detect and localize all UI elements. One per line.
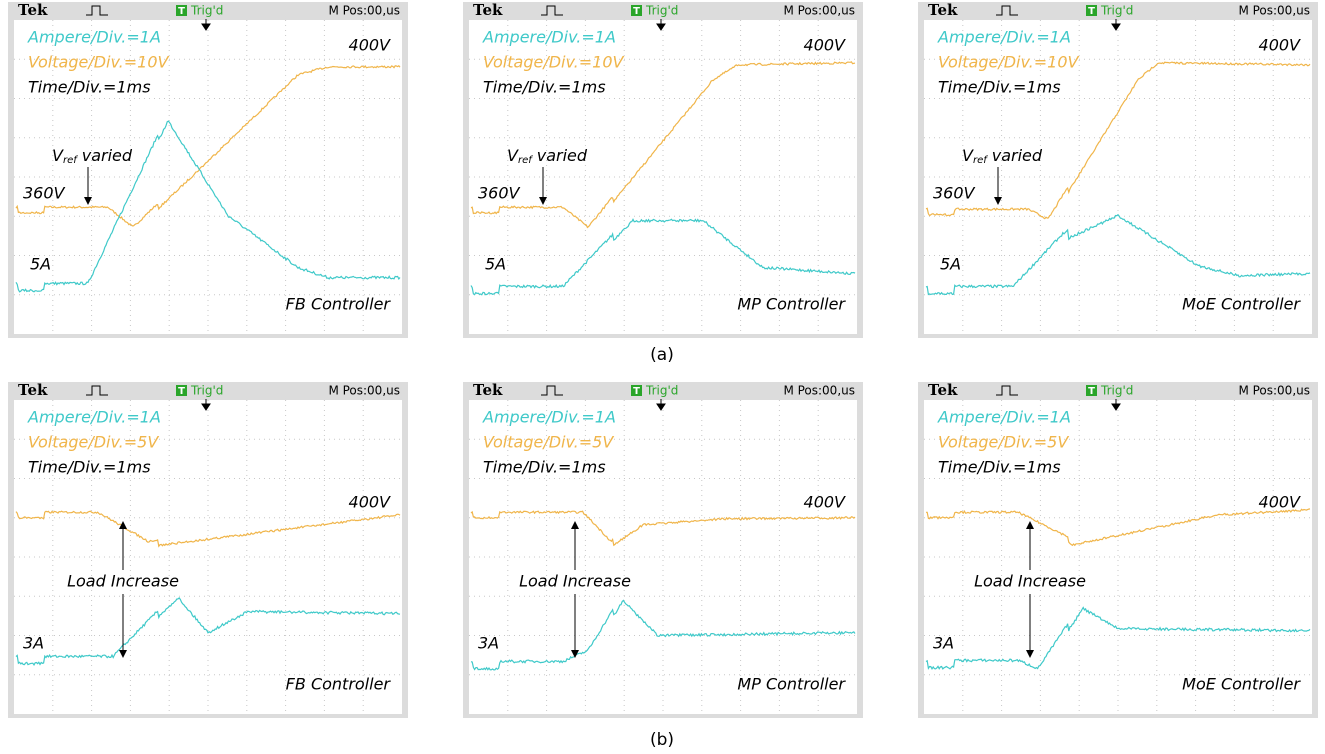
brand: Tek (18, 1, 48, 19)
controller-name: MP Controller (737, 295, 846, 314)
trigger-icon: T (633, 386, 640, 397)
brand: Tek (473, 381, 503, 399)
trigger-status: Trig'd (1100, 4, 1133, 18)
annotation: Load Increase (519, 572, 631, 591)
trigger-icon: T (1088, 6, 1095, 17)
voltage-scale: Voltage/Div.=5V (28, 433, 159, 452)
ampere-scale: Ampere/Div.=1A (482, 28, 616, 47)
time-scale: Time/Div.=1ms (938, 78, 1061, 97)
position: M Pos:00,us (328, 4, 400, 18)
scope-panel: Tek T Trig'd M Pos:00,us Ampere/Div.=1A Volta… (8, 1, 408, 338)
voltage-scale: Voltage/Div.=10V (938, 53, 1079, 72)
position: M Pos:00,us (783, 4, 855, 18)
position: M Pos:00,us (783, 384, 855, 398)
voltage-level: 400V (1259, 36, 1302, 55)
position: M Pos:00,us (1238, 4, 1310, 18)
voltage-level: 400V (1259, 493, 1302, 512)
current-level: 3A (23, 634, 44, 653)
trigger-icon: T (633, 6, 640, 17)
voltage-level: 400V (804, 493, 847, 512)
annotation: Load Increase (974, 572, 1086, 591)
low-voltage-level: 360V (933, 184, 976, 203)
trigger-icon: T (178, 386, 185, 397)
trigger-status: Trig'd (190, 4, 223, 18)
annotation-rest: varied (82, 146, 133, 165)
voltage-scale: Voltage/Div.=10V (28, 53, 169, 72)
annotation-rest: varied (992, 146, 1043, 165)
annotation-sub: ref (973, 155, 988, 166)
current-level: 3A (478, 634, 499, 653)
trigger-status: Trig'd (645, 4, 678, 18)
voltage-level: 400V (349, 493, 392, 512)
annotation: Load Increase (67, 572, 179, 591)
low-voltage-level: 360V (23, 184, 66, 203)
brand: Tek (473, 1, 503, 19)
time-scale: Time/Div.=1ms (483, 78, 606, 97)
trigger-status: Trig'd (1100, 384, 1133, 398)
time-scale: Time/Div.=1ms (28, 78, 151, 97)
annotation-sub: ref (63, 155, 78, 166)
ampere-scale: Ampere/Div.=1A (937, 408, 1071, 427)
current-level: 3A (933, 634, 954, 653)
trigger-icon: T (178, 6, 185, 17)
time-scale: Time/Div.=1ms (938, 458, 1061, 477)
current-level: 5A (485, 255, 506, 274)
figure: (a) (b) Tek T Trig'd M Pos:00,us Ampere/Div.… (0, 0, 1325, 754)
ampere-scale: Ampere/Div.=1A (27, 28, 161, 47)
current-level: 5A (30, 255, 51, 274)
trigger-status: Trig'd (190, 384, 223, 398)
voltage-level: 400V (349, 36, 392, 55)
scope-panel: Tek T Trig'd M Pos:00,us Ampere/Div.=1A Volta… (463, 1, 863, 338)
voltage-scale: Voltage/Div.=5V (483, 433, 614, 452)
controller-name: MP Controller (737, 675, 846, 694)
caption: (a) (650, 345, 674, 365)
ampere-scale: Ampere/Div.=1A (482, 408, 616, 427)
controller-name: FB Controller (286, 295, 392, 314)
caption: (b) (650, 730, 674, 750)
annotation-rest: varied (537, 146, 588, 165)
voltage-level: 400V (804, 36, 847, 55)
annotation-sub: ref (518, 155, 533, 166)
scope-panel: Tek T Trig'd M Pos:00,us Ampere/Div.=1A Volta… (918, 381, 1318, 718)
scope-panel: Tek T Trig'd M Pos:00,us Ampere/Div.=1A Volta… (463, 381, 863, 718)
time-scale: Time/Div.=1ms (28, 458, 151, 477)
trigger-icon: T (1088, 386, 1095, 397)
controller-name: FB Controller (286, 675, 392, 694)
voltage-scale: Voltage/Div.=5V (938, 433, 1069, 452)
brand: Tek (928, 1, 958, 19)
voltage-scale: Voltage/Div.=10V (483, 53, 624, 72)
ampere-scale: Ampere/Div.=1A (937, 28, 1071, 47)
brand: Tek (18, 381, 48, 399)
position: M Pos:00,us (1238, 384, 1310, 398)
trigger-status: Trig'd (645, 384, 678, 398)
scope-panel: Tek T Trig'd M Pos:00,us Ampere/Div.=1A Volta… (918, 1, 1318, 338)
controller-name: MoE Controller (1182, 675, 1301, 694)
low-voltage-level: 360V (478, 184, 521, 203)
brand: Tek (928, 381, 958, 399)
scope-panel: Tek T Trig'd M Pos:00,us Ampere/Div.=1A Volta… (8, 381, 408, 718)
controller-name: MoE Controller (1182, 295, 1301, 314)
position: M Pos:00,us (328, 384, 400, 398)
time-scale: Time/Div.=1ms (483, 458, 606, 477)
ampere-scale: Ampere/Div.=1A (27, 408, 161, 427)
current-level: 5A (940, 255, 961, 274)
